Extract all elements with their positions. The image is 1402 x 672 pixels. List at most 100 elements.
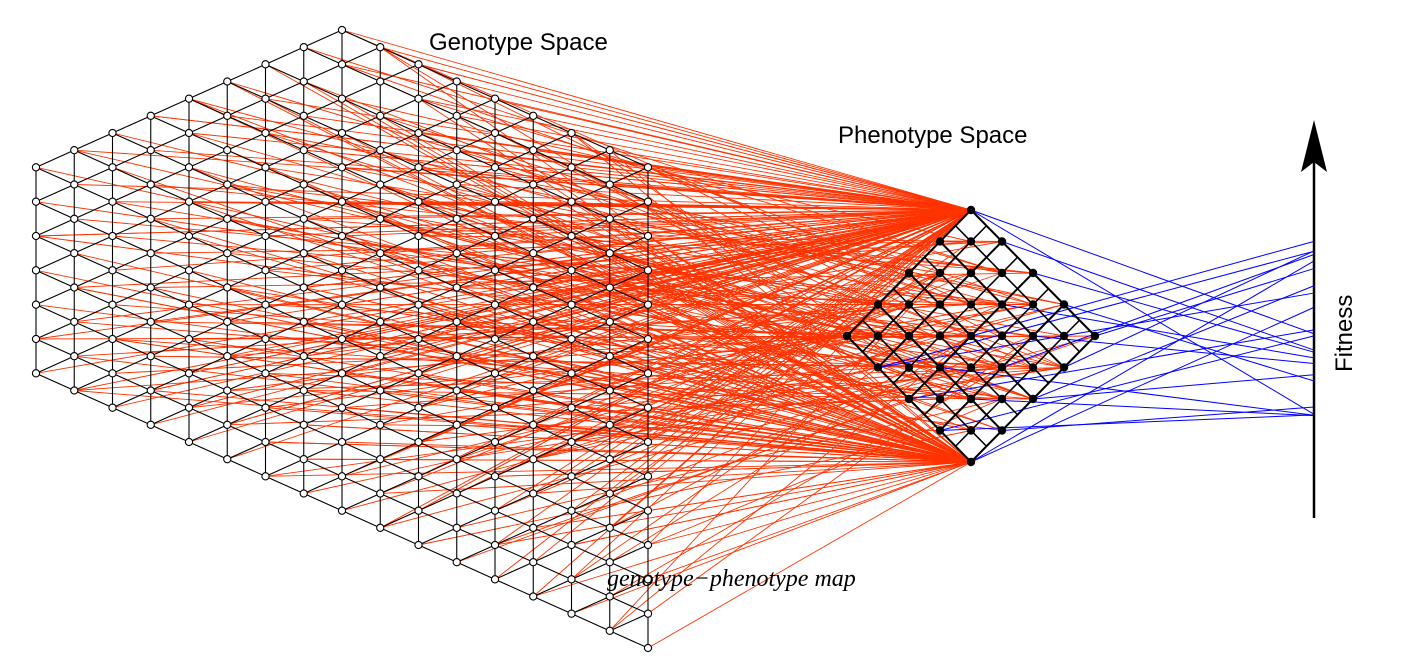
genotype-edge (494, 286, 534, 306)
gp-map-link (609, 287, 1003, 431)
genotype-edge (303, 441, 343, 460)
genotype-edge (494, 578, 534, 598)
genotype-node (184, 437, 194, 447)
phenotype-node (1090, 331, 1100, 341)
genotype-node (605, 455, 614, 464)
genotype-edge (150, 355, 190, 374)
gp-map-link (456, 81, 972, 211)
genotype-edge (456, 80, 496, 100)
phenotype-node (935, 331, 945, 341)
genotype-edge (609, 355, 649, 374)
phenotype-node (935, 426, 945, 435)
genotype-node (452, 317, 461, 326)
fitness-link (939, 367, 1315, 416)
gp-map-link (647, 304, 941, 340)
phenotype-node (997, 300, 1007, 309)
genotype-edge (380, 372, 419, 392)
genotype-edge (188, 372, 228, 392)
genotype-edge (533, 492, 572, 512)
genotype-edge (533, 389, 572, 409)
genotype-edge (418, 510, 457, 529)
gp-map-link (380, 209, 972, 323)
genotype-node (261, 163, 270, 172)
gp-map-link (647, 461, 972, 512)
genotype-edge (418, 218, 457, 237)
genotype-node (452, 455, 461, 464)
genotype-node (299, 180, 308, 189)
genotype-edge (35, 304, 75, 323)
genotype-edge (456, 321, 496, 340)
genotype-node (414, 506, 423, 515)
fitness-arrow-head-icon (1301, 120, 1327, 172)
gp-map-link (494, 209, 972, 237)
phenotype-node (966, 331, 976, 341)
genotype-edge (609, 321, 649, 340)
gp-map-link (647, 272, 941, 443)
genotype-edge (303, 166, 343, 186)
genotype-edge (341, 458, 381, 477)
genotype-edge (494, 183, 534, 203)
genotype-edge (188, 355, 228, 374)
genotype-edge (456, 269, 496, 289)
genotype-edge (456, 561, 496, 580)
genotype-edge (494, 372, 534, 392)
gp-map-link (456, 424, 972, 463)
gp-map-link (303, 218, 972, 463)
genotype-edge (456, 304, 496, 323)
genotype-node (337, 403, 347, 412)
genotype-node (414, 128, 423, 138)
genotype-edge (150, 372, 190, 392)
genotype-edge (341, 441, 381, 460)
genotype-edge (380, 46, 419, 65)
genotype-edge (112, 166, 151, 186)
genotype-edge (74, 286, 113, 306)
genotype-edge (227, 372, 266, 392)
genotype-node (337, 506, 347, 515)
gp-map-link (533, 355, 972, 463)
genotype-edge (380, 527, 419, 546)
genotype-edge (341, 115, 381, 134)
genotype-nodes (31, 25, 653, 653)
genotype-edge (265, 458, 304, 477)
genotype-edge (533, 115, 572, 134)
genotype-edge (380, 235, 419, 254)
genotype-edge (188, 304, 228, 323)
genotype-edge (494, 304, 534, 323)
genotype-edge (571, 355, 610, 374)
gp-map-link (533, 304, 1034, 391)
genotype-edge (303, 286, 343, 306)
genotype-edge (341, 252, 381, 271)
phenotype-node (1059, 300, 1069, 309)
gp-map-link (494, 209, 972, 443)
genotype-edge (418, 527, 457, 546)
genotype-edge (418, 355, 457, 374)
phenotype-edge (861, 319, 988, 447)
genotype-edge (494, 149, 534, 168)
genotype-edge (150, 235, 190, 254)
gp-map-link (303, 209, 972, 220)
gp-map-link (533, 304, 879, 426)
genotype-edge (74, 338, 113, 357)
gp-map-link (609, 149, 972, 463)
fitness-link (1063, 250, 1315, 368)
genotype-edge (188, 201, 228, 220)
genotype-edge (35, 235, 75, 254)
genotype-edge (609, 166, 649, 186)
genotype-edge (494, 458, 534, 477)
genotype-node (605, 214, 614, 223)
gp-map-link (303, 149, 972, 211)
gp-map-link (303, 218, 1034, 274)
fitness-link (1001, 304, 1315, 359)
gp-map-link (647, 209, 972, 443)
genotype-edge (456, 527, 496, 546)
genotype-edge (265, 166, 304, 186)
genotype-node (337, 163, 347, 172)
gp-map-link (533, 218, 972, 463)
gp-map-link (609, 321, 972, 463)
gp-map-link (380, 209, 972, 529)
genotype-node (261, 231, 270, 241)
genotype-edge (380, 98, 419, 117)
genotype-node (567, 437, 576, 447)
genotype-edge (188, 441, 228, 460)
genotype-edge (303, 269, 343, 289)
